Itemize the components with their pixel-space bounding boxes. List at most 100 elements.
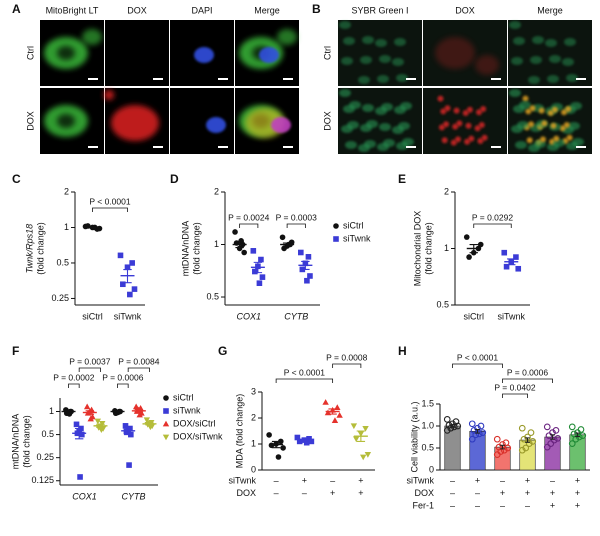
data-point [475,430,483,438]
image-content [44,105,98,148]
data-point [568,423,576,431]
image-content [44,29,102,80]
data-point [241,249,247,256]
error-bar [500,444,505,450]
y-tick-label: 2 [64,186,69,196]
column-title: Merge [537,5,563,15]
data-point [333,223,339,229]
data-point [96,225,103,232]
cell-signal [349,101,361,109]
data-point [466,254,472,260]
factor-value: – [450,475,455,485]
y-axis-label: mtDNA/nDNA [180,221,190,277]
p-value: P = 0.0008 [326,352,367,362]
factor-value: + [550,500,555,510]
factor-value: + [330,488,335,498]
error-bar [525,437,530,443]
factor-label: Fer-1 [412,500,434,510]
y-tick-label: 1 [64,222,69,232]
factor-value: + [575,500,580,510]
image-content [239,105,293,148]
data-point [543,423,551,431]
cell-signal [513,37,525,45]
data-point [281,245,287,252]
data-point [250,248,257,254]
y-axis-label: MDA (fold change) [234,394,244,469]
data-point [493,451,501,458]
cell-signal [549,55,561,63]
legend-label: siTwnk [343,233,371,243]
cell-signal [568,122,580,130]
cell-signal [566,74,578,82]
data-point [463,234,470,240]
data-point [543,443,551,451]
data-point [547,440,555,447]
data-point [470,427,478,434]
data-point [501,249,508,256]
factor-value: + [575,488,580,498]
error-bar [113,410,122,413]
data-point [298,249,304,256]
data-point [443,427,451,434]
data-point [120,281,126,288]
factor-value: + [358,488,363,498]
column-title: DOX [127,5,147,15]
error-bar [74,427,84,440]
p-value: P < 0.0001 [284,367,325,377]
data-point [79,431,85,438]
data-point [305,254,312,260]
error-bar [123,426,133,436]
factor-value: – [450,488,455,498]
error-bar [123,268,132,284]
image-content [194,47,228,80]
cell-signal [271,117,291,133]
cell-signal [456,120,463,127]
cell-signal [529,105,536,112]
p-value: P = 0.0002 [53,372,94,382]
factor-label: DOX [236,488,256,498]
significance-bracket [117,383,129,388]
significance-bracket [68,383,80,388]
significance-bracket [275,378,334,383]
cell-signal [394,38,406,46]
y-tick-label: 0.5 [56,257,69,267]
data-point [163,408,169,414]
cell-signal [435,37,475,69]
y-tick-label: 1.0 [421,420,434,430]
cell-signal [377,75,389,83]
error-bar [328,408,337,415]
data-point [468,435,476,443]
y-tick-label: 0.25 [51,293,69,303]
legend-label: DOX/siCtrl [173,418,216,428]
error-bar [134,409,144,413]
cell-signal [259,47,279,63]
image-content [509,89,586,152]
cell-signal [375,39,387,47]
data-point [124,264,131,271]
cell-signal [476,109,482,116]
panel-letter: F [12,344,19,358]
cell-signal [519,101,531,109]
cell-signal [396,74,408,82]
data-point [479,429,487,436]
y-axis-label: Mitochondrial DOX [412,211,422,287]
cell-signal [343,37,355,45]
data-point [98,427,105,433]
cell-signal [398,122,410,130]
cell-signal [465,122,472,129]
micrograph [338,20,422,86]
data-point [527,429,535,436]
cell-signal [392,58,404,66]
x-tick-label: siTwnk [497,311,525,321]
panel-letter: D [170,172,179,186]
micrograph [105,20,169,86]
factor-value: – [500,475,505,485]
cell-signal [194,47,214,63]
panel-letter: H [398,344,407,358]
legend-label: DOX/siTwnk [173,431,223,441]
cell-signal [466,106,473,113]
error-bar [575,432,580,438]
row-label: Ctrl [25,46,35,60]
factor-value: + [525,488,530,498]
cell-signal [551,106,558,113]
